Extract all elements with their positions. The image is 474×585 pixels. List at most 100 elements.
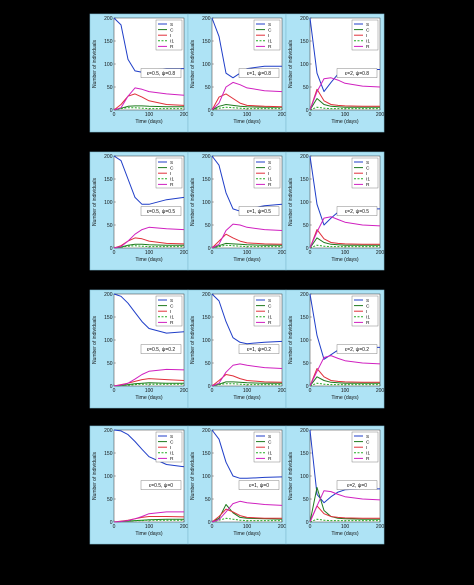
series-line-c [211,104,282,111]
x-tick-label: 0 [211,388,214,394]
legend-label-c: C [268,439,272,445]
legend-label-r: R [366,320,370,326]
y-tick-label: 200 [300,428,309,434]
parameter-annotation: ε=2, ψ=0.8 [345,71,369,77]
x-tick-label: 100 [243,388,252,394]
series-line-i1 [211,106,282,111]
legend-label-s: S [268,298,271,304]
annotation-box [238,344,280,354]
legend-label-s: S [170,160,173,166]
annotation-box [336,206,378,216]
series-line-r [211,500,283,523]
legend-label-s: S [268,22,271,28]
chart-panel-r4c3: 0 50 100 150 200 0 100 200 Time (days) Number of … [285,425,384,545]
legend-label-i1: I1 [268,177,272,183]
x-axis-label: Time (days) [233,257,260,263]
y-axis-label: Number of individuals [92,315,98,364]
series-line-r [113,87,185,111]
series-line-i1 [309,518,380,523]
x-axis-label: Time (days) [233,531,260,537]
y-tick-label: 100 [300,62,309,68]
y-axis-label: Number of individuals [288,451,294,500]
series-line-c [211,504,283,523]
legend-label-i1: I1 [366,39,370,45]
x-tick-label: 0 [211,250,214,256]
chart-panel-r2c2: 0 50 100 150 200 0 100 200 Time (days) Number of … [187,151,286,271]
y-axis-label: Number of individuals [92,451,98,500]
y-tick-label: 150 [104,39,113,45]
x-tick-label: 0 [309,388,312,394]
legend-label-r: R [268,320,272,326]
y-tick-label: 50 [303,85,309,91]
legend-label-i1: I1 [366,177,370,183]
legend-label-r: R [268,456,272,462]
x-axis-label: Time (days) [135,531,162,537]
series-line-c [211,381,282,387]
annotation-box [336,480,378,490]
legend-label-i: I [366,171,367,177]
y-tick-label: 0 [110,246,113,252]
legend-label-i: I [170,171,171,177]
legend-label-r: R [170,44,174,50]
series-line-r [211,363,283,387]
series-line-i [211,93,283,111]
parameter-annotation: ε=1, ψ=0 [249,483,269,489]
legend-label-s: S [268,434,271,440]
chart-panel-r4c1: 0 50 100 150 200 0 100 200 Time (days) Number of … [89,425,188,545]
annotation-box [238,68,280,78]
y-tick-label: 50 [303,361,309,367]
y-tick-label: 50 [107,361,113,367]
y-tick-label: 0 [110,384,113,390]
legend-label-c: C [366,165,370,171]
y-tick-label: 0 [208,520,211,526]
legend-label-c: C [170,165,174,171]
x-tick-label: 100 [145,524,154,530]
x-tick-label: 100 [243,112,252,118]
chart-panel-r3c1: 0 50 100 150 200 0 100 200 Time (days) Number of … [89,289,188,409]
series-line-r [211,81,283,111]
y-axis-label: Number of individuals [190,315,196,364]
y-tick-label: 150 [202,177,211,183]
series-line-i [309,505,380,523]
series-line-r [309,355,381,387]
y-tick-label: 200 [104,292,113,298]
parameter-annotation: ε=2, ψ=0.5 [345,209,369,215]
chart-panel-r1c3: 0 50 100 150 200 0 100 200 Time (days) Number of … [285,13,384,133]
series-line-i1 [309,244,380,249]
y-tick-label: 0 [208,108,211,114]
y-tick-label: 50 [205,223,211,229]
y-tick-label: 200 [202,154,211,160]
y-tick-label: 100 [300,474,309,480]
series-line-s [113,429,185,468]
x-tick-label: 100 [341,250,350,256]
y-tick-label: 100 [300,338,309,344]
chart-panel-r2c3: 0 50 100 150 200 0 100 200 Time (days) Number of … [285,151,384,271]
parameter-annotation: ε=0.5, ψ=0.2 [147,347,176,353]
parameter-annotation: ε=2, ψ=0.2 [345,347,369,353]
y-tick-label: 100 [202,338,211,344]
x-tick-label: 100 [145,112,154,118]
legend-label-c: C [366,439,370,445]
series-line-i1 [211,244,282,249]
y-tick-label: 50 [303,497,309,503]
y-tick-label: 200 [104,428,113,434]
legend-label-i: I [366,309,367,315]
y-tick-label: 200 [104,16,113,22]
y-tick-label: 200 [300,16,309,22]
x-tick-label: 200 [278,388,287,394]
x-axis-label: Time (days) [135,395,162,401]
annotation-box [140,480,182,490]
y-tick-label: 150 [202,315,211,321]
y-axis-label: Number of individuals [190,451,196,500]
series-line-c [113,105,184,111]
annotation-box [336,344,378,354]
x-tick-label: 0 [211,524,214,530]
parameter-annotation: ε=0.5, ψ=0.5 [147,209,176,215]
series-line-s [113,293,185,334]
annotation-box [238,206,280,216]
y-axis-label: Number of individuals [190,39,196,88]
x-tick-label: 0 [309,112,312,118]
series-line-i1 [309,106,380,111]
x-tick-label: 100 [145,388,154,394]
